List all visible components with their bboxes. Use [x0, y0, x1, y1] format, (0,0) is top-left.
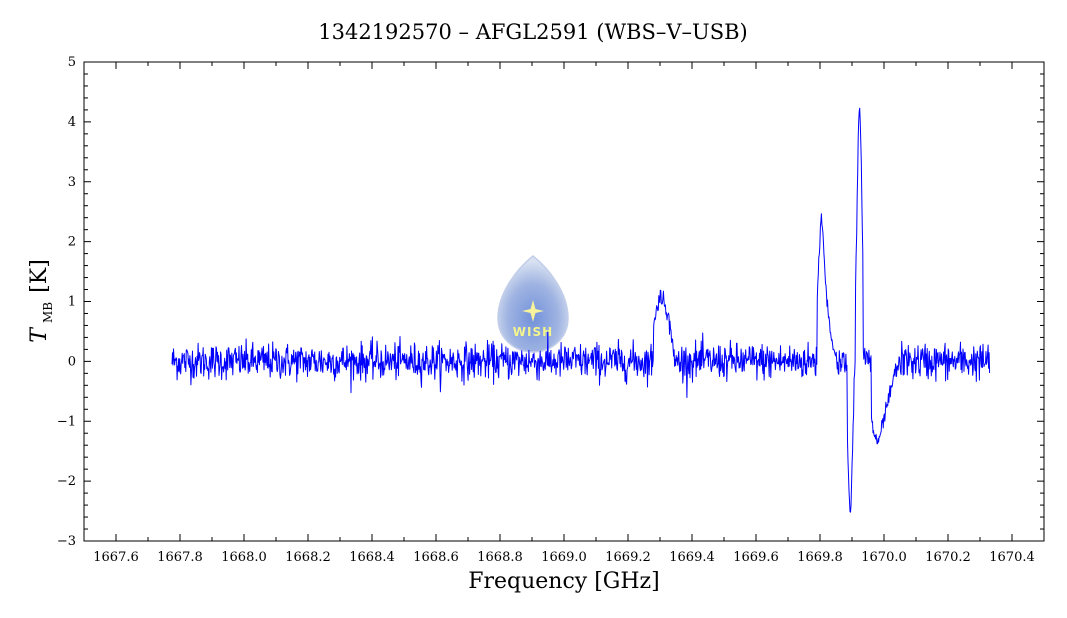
x-tick-label: 1667.8	[157, 550, 203, 565]
x-tick-label: 1668.8	[477, 550, 523, 565]
y-tick-label: 3	[68, 175, 76, 190]
y-axis-label: T MB [K]	[27, 259, 56, 343]
y-axis-label-unit: [K]	[27, 259, 52, 293]
series-line	[171, 107, 991, 513]
y-tick-label: 5	[68, 55, 76, 70]
y-tick-label: 4	[68, 115, 76, 130]
y-tick-label: 2	[68, 235, 76, 250]
x-tick-label: 1667.6	[93, 550, 139, 565]
y-tick-label: 0	[68, 354, 76, 369]
x-tick-label: 1669.6	[733, 550, 779, 565]
x-tick-label: 1668.4	[349, 550, 395, 565]
svg-text:T MB [K]: T MB [K]	[27, 259, 56, 343]
y-axis-label-subscript: MB	[41, 302, 55, 323]
y-tick-label: 1	[68, 295, 76, 310]
y-tick-label: −2	[57, 474, 76, 489]
x-axis-label: Frequency [GHz]	[468, 569, 660, 594]
x-tick-label: 1668.0	[221, 550, 267, 565]
wish-logo-text: WISH	[513, 325, 553, 339]
x-tick-label: 1669.4	[669, 550, 715, 565]
x-tick-label: 1670.4	[989, 550, 1035, 565]
x-tick-label: 1669.0	[541, 550, 587, 565]
x-tick-label: 1669.8	[797, 550, 843, 565]
x-axis: 1667.6 1667.8 1668.0 1668.2 1668.4 1668.6 1668…	[83, 62, 1045, 565]
y-axis: −3 −2 −1 0 1 2 3 4 5	[57, 55, 1044, 549]
x-tick-label: 1668.6	[413, 550, 459, 565]
y-axis-label-main: T	[27, 326, 52, 343]
star-icon	[522, 300, 544, 322]
y-tick-label: −3	[57, 534, 76, 549]
chart-title: 1342192570 – AFGL2591 (WBS–V–USB)	[318, 20, 748, 44]
x-tick-label: 1670.2	[925, 550, 971, 565]
x-tick-label: 1670.0	[861, 550, 907, 565]
wish-logo: WISH	[497, 255, 569, 353]
y-tick-label: −1	[57, 414, 76, 429]
x-tick-label: 1669.2	[605, 550, 651, 565]
x-tick-label: 1668.2	[285, 550, 331, 565]
